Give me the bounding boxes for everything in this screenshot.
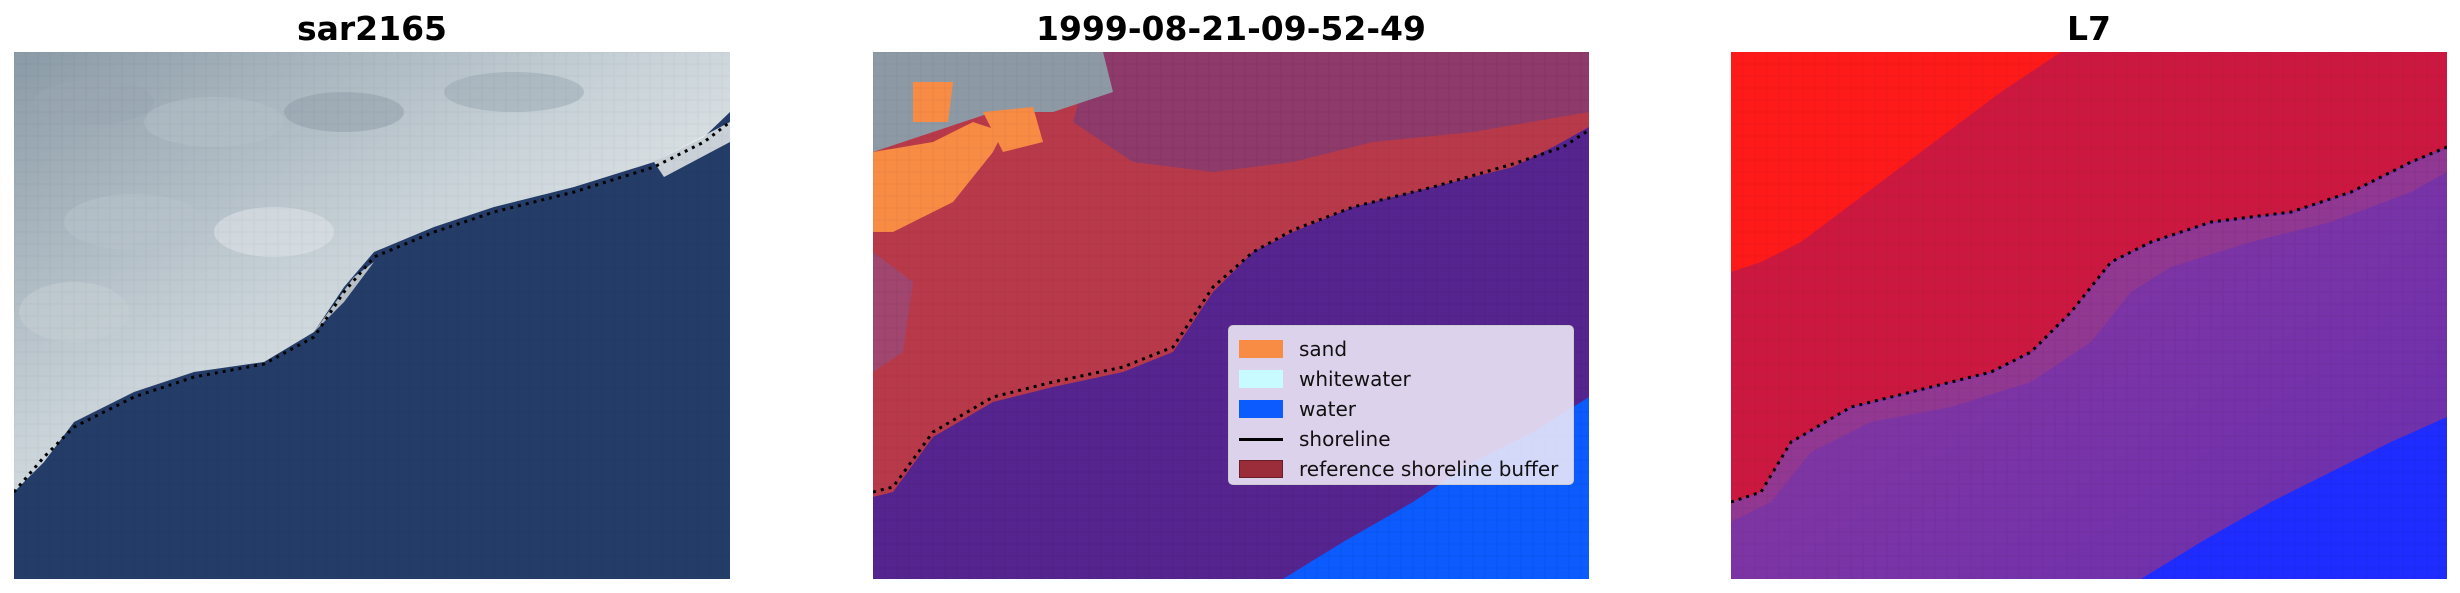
panel-classification: 1999-08-21-09-52-49 <box>873 0 1589 593</box>
legend-label: sand <box>1299 337 1348 361</box>
legend-item-sand: sand <box>1239 334 1563 364</box>
legend-label: water <box>1299 397 1356 421</box>
legend-swatch-water <box>1239 400 1283 418</box>
classification-graphic <box>873 52 1589 579</box>
legend: sand whitewater water shoreline referenc… <box>1228 325 1574 485</box>
legend-label: whitewater <box>1299 367 1411 391</box>
legend-swatch-buffer <box>1239 460 1283 478</box>
legend-item-whitewater: whitewater <box>1239 364 1563 394</box>
legend-label: shoreline <box>1299 427 1391 451</box>
legend-item-buffer: reference shoreline buffer <box>1239 454 1563 484</box>
panel-title: L7 <box>2067 9 2111 48</box>
classification-image: sand whitewater water shoreline referenc… <box>873 52 1589 579</box>
rgb-image <box>14 52 730 579</box>
index-image <box>1731 52 2447 579</box>
legend-item-shoreline: shoreline <box>1239 424 1563 454</box>
panel-index: L7 <box>1731 0 2447 593</box>
legend-swatch-whitewater <box>1239 370 1283 388</box>
legend-line-shoreline <box>1239 437 1283 441</box>
panel-title: sar2165 <box>296 9 448 48</box>
panel-title: 1999-08-21-09-52-49 <box>1036 9 1426 48</box>
rgb-image-graphic <box>14 52 730 579</box>
legend-swatch-sand <box>1239 340 1283 358</box>
legend-label: reference shoreline buffer <box>1299 457 1559 481</box>
panel-rgb: sar2165 <box>14 0 730 593</box>
index-graphic <box>1731 52 2447 579</box>
legend-item-water: water <box>1239 394 1563 424</box>
